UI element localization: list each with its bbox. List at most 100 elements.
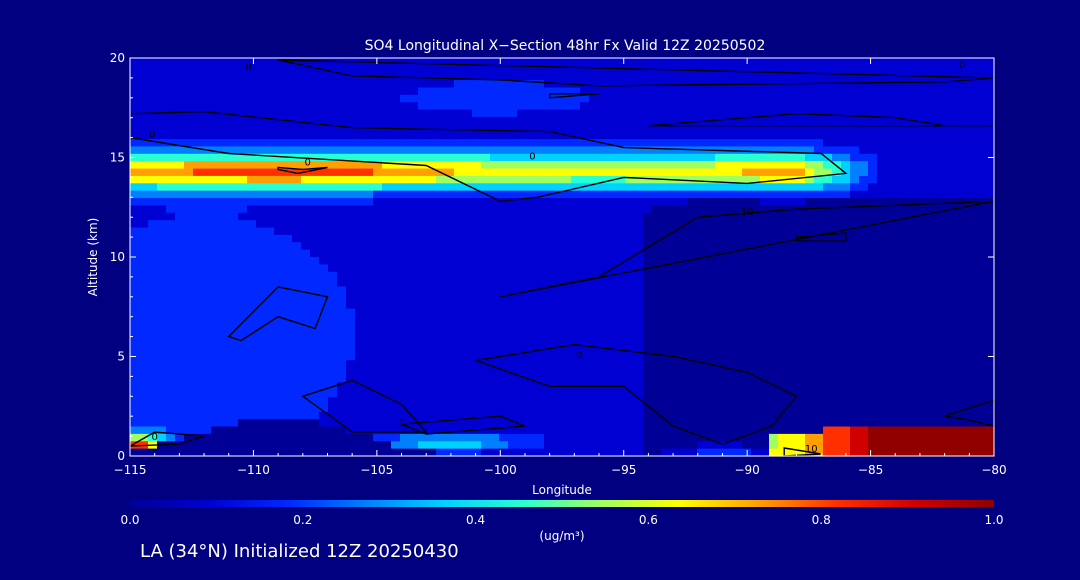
field-cell (238, 338, 248, 347)
field-cell (580, 58, 590, 66)
field-cell (949, 116, 959, 125)
field-cell (355, 419, 365, 428)
field-cell (904, 94, 914, 103)
field-cell (211, 94, 221, 103)
field-cell (895, 234, 905, 243)
field-cell (544, 293, 554, 302)
field-cell (715, 227, 725, 236)
field-cell (526, 330, 536, 339)
field-cell (805, 190, 815, 199)
field-cell (661, 227, 671, 236)
field-cell (688, 198, 698, 207)
field-cell (958, 389, 968, 398)
field-cell (769, 102, 779, 111)
field-cell (913, 323, 923, 332)
field-cell (283, 161, 293, 170)
field-cell (859, 198, 869, 207)
field-cell (652, 411, 662, 420)
field-cell (841, 397, 851, 406)
field-cell (130, 65, 140, 74)
field-cell (823, 227, 833, 236)
field-cell (544, 227, 554, 236)
field-cell (850, 404, 860, 413)
field-cell (373, 374, 383, 383)
field-cell (337, 183, 347, 192)
field-cell (868, 205, 878, 214)
field-cell (157, 397, 167, 406)
field-cell (688, 264, 698, 273)
field-cell (571, 419, 581, 428)
field-cell (373, 308, 383, 317)
field-cell (391, 139, 401, 148)
field-cell (472, 352, 482, 361)
field-cell (742, 65, 752, 74)
field-cell (670, 271, 680, 280)
field-cell (544, 315, 554, 324)
field-cell (967, 433, 977, 442)
field-cell (859, 279, 869, 288)
field-cell (301, 139, 311, 148)
field-cell (643, 109, 653, 118)
field-cell (607, 367, 617, 376)
field-cell (823, 220, 833, 229)
field-cell (787, 360, 797, 369)
field-cell (481, 72, 491, 81)
field-cell (886, 323, 896, 332)
field-cell (571, 315, 581, 324)
field-cell (418, 227, 428, 236)
field-cell (904, 102, 914, 111)
field-cell (769, 124, 779, 133)
field-cell (913, 345, 923, 354)
field-cell (157, 116, 167, 125)
field-cell (850, 293, 860, 302)
field-cell (544, 153, 554, 162)
field-cell (643, 330, 653, 339)
field-cell (949, 433, 959, 442)
field-cell (607, 242, 617, 251)
field-cell (562, 360, 572, 369)
field-cell (913, 338, 923, 347)
field-cell (940, 190, 950, 199)
field-cell (409, 433, 419, 442)
field-cell (958, 153, 968, 162)
field-cell (202, 308, 212, 317)
field-cell (751, 183, 761, 192)
field-cell (247, 301, 257, 310)
field-cell (742, 139, 752, 148)
field-cell (418, 367, 428, 376)
field-cell (616, 301, 626, 310)
field-cell (166, 404, 176, 413)
field-cell (508, 271, 518, 280)
field-cell (562, 109, 572, 118)
field-cell (670, 404, 680, 413)
field-cell (490, 87, 500, 96)
field-cell (967, 382, 977, 391)
field-cell (661, 153, 671, 162)
field-cell (400, 293, 410, 302)
field-cell (841, 404, 851, 413)
field-cell (328, 345, 338, 354)
field-cell (985, 72, 995, 81)
field-cell (157, 190, 167, 199)
field-cell (787, 131, 797, 140)
field-cell (670, 257, 680, 265)
field-cell (805, 87, 815, 96)
field-cell (418, 286, 428, 295)
field-cell (751, 146, 761, 155)
field-cell (544, 330, 554, 339)
field-cell (688, 146, 698, 155)
field-cell (274, 72, 284, 81)
field-cell (319, 87, 329, 96)
field-cell (157, 220, 167, 229)
field-cell (229, 271, 239, 280)
field-cell (625, 198, 635, 207)
field-cell (490, 168, 500, 177)
field-cell (598, 161, 608, 170)
field-cell (319, 175, 329, 184)
field-cell (535, 323, 545, 332)
field-cell (256, 124, 266, 133)
field-cell (976, 190, 986, 199)
field-cell (715, 264, 725, 273)
field-cell (940, 102, 950, 111)
field-cell (337, 234, 347, 243)
